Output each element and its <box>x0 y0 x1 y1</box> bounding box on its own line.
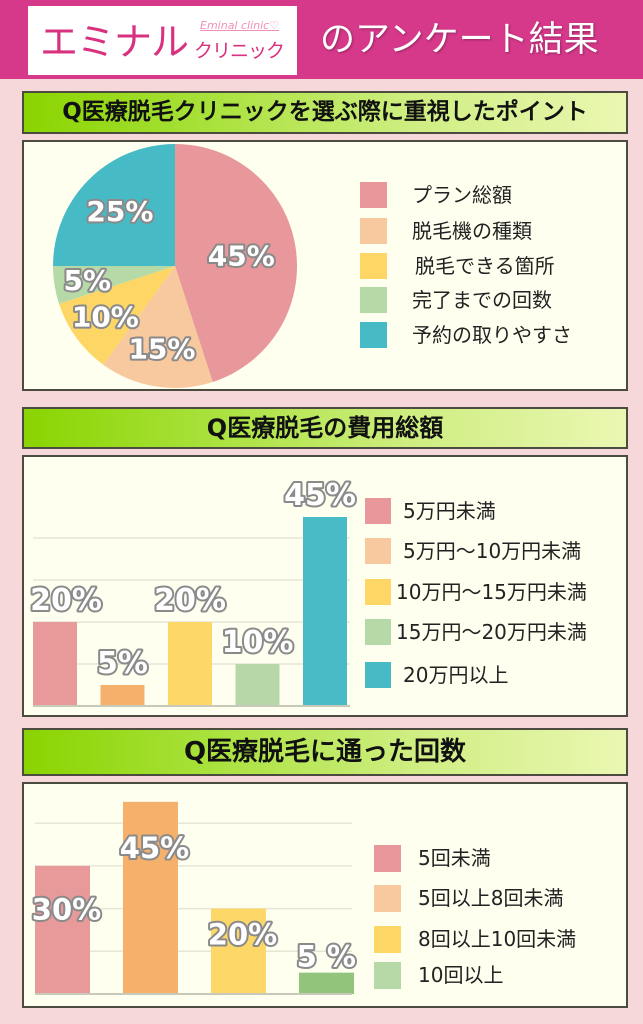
value-label: 45% <box>208 240 275 273</box>
pie-slice <box>53 144 175 266</box>
legend-swatch <box>374 962 401 989</box>
question-header-2: Q医療脱毛の費用総額 <box>22 407 628 449</box>
legend-label: 5万円〜10万円未満 <box>403 539 582 563</box>
pie-slices <box>53 144 297 388</box>
value-label: 20% <box>154 583 226 618</box>
bar <box>123 801 178 994</box>
legend-label: 8回以上10回未満 <box>418 927 577 951</box>
bar <box>235 664 280 706</box>
value-label: 10% <box>72 301 139 334</box>
legend-swatch <box>374 845 401 872</box>
survey-panel-2: 20% 5% 20% 10% 45% 5万円未満 5万円〜10万円未満 10万円〜15万… <box>22 455 628 717</box>
pie-slice <box>53 266 175 304</box>
legend-swatch <box>365 538 391 564</box>
value-label: 45% <box>120 831 189 865</box>
legend-swatch <box>365 662 391 688</box>
legend-swatch <box>360 218 387 244</box>
value-label: 30% <box>32 893 101 927</box>
bar <box>299 972 354 994</box>
legend-swatch <box>374 885 401 912</box>
top-banner: エミナル Eminal clinic♡ クリニック のアンケート結果 <box>0 0 643 79</box>
value-label: 20% <box>208 917 277 951</box>
bar-chart-cost: 20%5%20%10%45% <box>28 476 358 707</box>
logo-english-text: Eminal clinic♡ <box>200 19 280 32</box>
legend-label: 完了までの回数 <box>412 288 552 312</box>
legend-label: 15万円〜20万円未満 <box>396 620 587 644</box>
legend-swatch <box>374 926 401 953</box>
legend-swatch <box>360 287 387 313</box>
question-header-3: Q医療脱毛に通った回数 <box>22 728 628 776</box>
legend-swatch <box>360 182 387 208</box>
value-label: 10% <box>222 625 294 660</box>
pie-chart: 45% 15%10% 5% 25% <box>53 144 297 388</box>
legend-label: 5回以上8回未満 <box>418 886 564 910</box>
legend-label: 10万円〜15万円未満 <box>396 580 587 604</box>
bar <box>168 622 212 706</box>
legend-label: 10回以上 <box>418 963 504 987</box>
logo-main-text: エミナル <box>40 20 189 64</box>
legend-label: 5万円未満 <box>403 499 496 523</box>
value-label: 5% <box>97 646 148 681</box>
legend-label: 5回未満 <box>418 846 491 870</box>
bar <box>33 622 77 706</box>
legend-swatch <box>365 498 391 524</box>
pie-labels: 45% 15%10% 5% 25% <box>62 193 277 367</box>
survey-panel-3: 30% 45% 20% 5 % 5回未満 5回以上8回未満 8回以上10回未満 10回… <box>22 782 628 1008</box>
legend-label: 予約の取りやすさ <box>412 323 572 347</box>
value-label: 5 % <box>297 940 356 974</box>
value-label: 15% <box>128 332 195 365</box>
legend-swatch <box>360 322 387 348</box>
pie-slice <box>103 266 213 388</box>
legend-swatch <box>365 619 391 645</box>
survey-panel-1: 45% 15% 10% 5% 25% プラン総額 脱毛機の種類 脱毛できる箇所 完了まで… <box>22 140 628 391</box>
value-label: 25% <box>86 195 153 228</box>
bar-chart-visits: 30% 45% 20% 5 % <box>30 801 358 995</box>
value-label: 5% <box>64 264 112 297</box>
legend-swatch <box>360 253 387 279</box>
question-header-1: Q医療脱毛クリニックを選ぶ際に重視したポイント <box>22 91 628 134</box>
legend-label: 脱毛機の種類 <box>412 219 532 243</box>
pie-slice <box>175 144 297 383</box>
legend-label: 20万円以上 <box>403 663 509 687</box>
value-label: 45% <box>284 478 356 513</box>
legend-swatch <box>365 579 391 605</box>
pie-slice <box>58 266 176 365</box>
bar <box>35 865 90 994</box>
bar <box>303 517 347 706</box>
legend-label: 脱毛できる箇所 <box>415 254 555 278</box>
bar <box>100 685 145 706</box>
value-label: 20% <box>30 583 102 618</box>
bar <box>211 908 266 994</box>
clinic-logo: エミナル Eminal clinic♡ クリニック <box>28 6 297 75</box>
legend-label: プラン総額 <box>412 183 512 207</box>
page-title: のアンケート結果 <box>320 20 599 60</box>
logo-sub-text: クリニック <box>194 40 285 62</box>
